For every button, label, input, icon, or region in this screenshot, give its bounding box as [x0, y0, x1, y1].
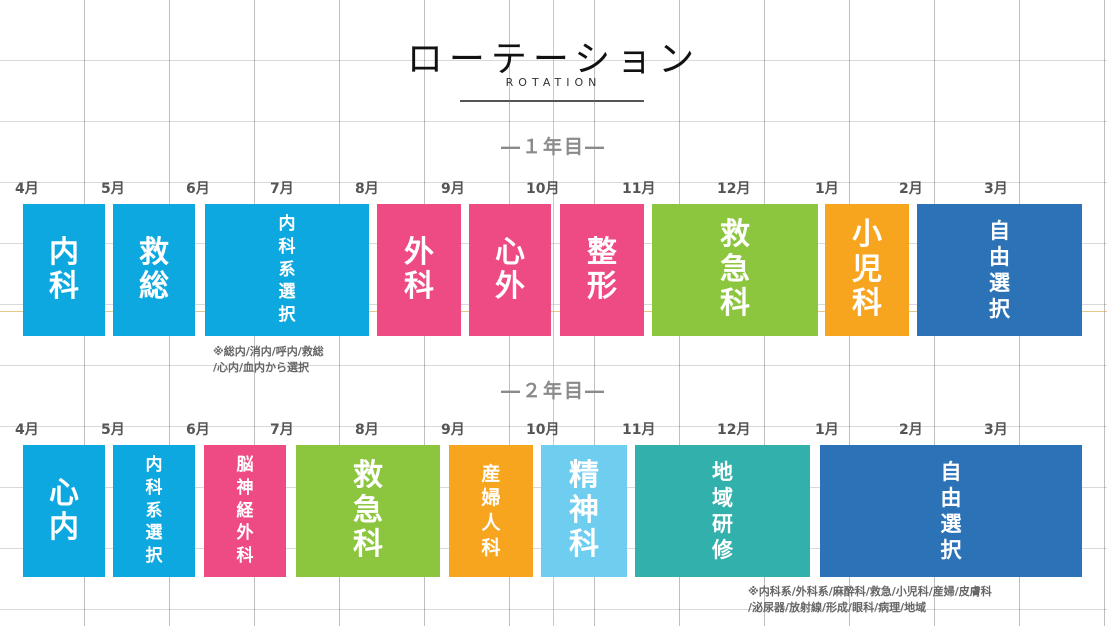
block-label: 小児科 [852, 217, 882, 322]
block-label: 内科系選択 [278, 213, 296, 326]
year2-label: ―２年目― [500, 380, 606, 402]
y2-month-label: 11月 [622, 422, 656, 438]
y2-month-label: 1月 [815, 422, 839, 438]
block-label: 心外 [495, 234, 525, 304]
block-label: 内科系選択 [145, 454, 163, 567]
y1-month-label: 9月 [441, 181, 465, 197]
block-label: 内科 [49, 234, 79, 304]
y2-block-noshinkei-geka: 脳神経外科 [204, 445, 286, 577]
block-label: 整形 [587, 234, 617, 304]
y1-month-label: 2月 [899, 181, 923, 197]
y1-block-kyuso: 救総 [113, 204, 195, 336]
y1-block-shonika: 小児科 [825, 204, 909, 336]
y2-footnote: ※内科系/外科系/麻酔科/救急/小児科/産婦/皮膚科 /泌尿器/放射線/形成/眼… [748, 584, 992, 616]
y2-month-label: 10月 [526, 422, 560, 438]
block-label: 地域研修 [712, 459, 733, 563]
y1-block-shingai: 心外 [469, 204, 551, 336]
y1-month-label: 11月 [622, 181, 656, 197]
y1-month-label: 4月 [15, 181, 39, 197]
y2-block-naikakei-sentaku: 内科系選択 [113, 445, 195, 577]
y1-footnote-line1: ※総内/消内/呼内/救総 [213, 345, 324, 358]
block-label: 脳神経外科 [236, 454, 254, 567]
y1-month-label: 12月 [717, 181, 751, 197]
y2-month-label: 3月 [984, 422, 1008, 438]
y1-month-label: 8月 [355, 181, 379, 197]
y2-month-label: 6月 [186, 422, 210, 438]
y1-month-label: 7月 [270, 181, 294, 197]
block-label: 産婦人科 [481, 462, 501, 559]
block-label: 精神科 [569, 458, 599, 563]
y1-block-jiyu-sentaku: 自由選択 [917, 204, 1082, 336]
y2-block-chiiki-kenshu: 地域研修 [635, 445, 810, 577]
vertical-guide-line [553, 0, 554, 626]
y2-month-label: 9月 [441, 422, 465, 438]
y1-footnote: ※総内/消内/呼内/救総 /心内/血内から選択 [213, 344, 324, 376]
block-label: 救総 [139, 234, 169, 304]
y2-month-label: 2月 [899, 422, 923, 438]
y1-block-geka: 外科 [377, 204, 461, 336]
y2-block-seishinka: 精神科 [541, 445, 627, 577]
y2-block-kyukyuka: 救急科 [296, 445, 440, 577]
page-title: ローテーション [406, 39, 701, 80]
y2-month-label: 5月 [101, 422, 125, 438]
y1-block-kyukyuka: 救急科 [652, 204, 818, 336]
horizontal-guide-line [0, 311, 1107, 312]
year1-label: ―１年目― [500, 136, 606, 158]
y2-month-label: 8月 [355, 422, 379, 438]
block-label: 自由選択 [940, 459, 962, 563]
y1-month-label: 6月 [186, 181, 210, 197]
y1-month-label: 1月 [815, 181, 839, 197]
y1-block-naika: 内科 [23, 204, 105, 336]
y2-block-sanfujinka: 産婦人科 [449, 445, 533, 577]
y2-block-shinnai: 心内 [23, 445, 105, 577]
y2-month-label: 7月 [270, 422, 294, 438]
y2-block-jiyu-sentaku: 自由選択 [820, 445, 1082, 577]
block-label: 救急科 [353, 458, 383, 563]
block-label: 自由選択 [989, 218, 1010, 322]
y1-month-label: 10月 [526, 181, 560, 197]
y2-footnote-line1: ※内科系/外科系/麻酔科/救急/小児科/産婦/皮膚科 [748, 585, 992, 598]
y1-block-naikakei-sentaku: 内科系選択 [205, 204, 369, 336]
y2-month-label: 12月 [717, 422, 751, 438]
block-label: 心内 [49, 475, 79, 545]
block-label: 外科 [404, 234, 434, 304]
y1-footnote-line2: /心内/血内から選択 [213, 360, 310, 374]
y1-month-label: 5月 [101, 181, 125, 197]
title-underline [460, 100, 644, 102]
y1-month-label: 3月 [984, 181, 1008, 197]
block-label: 救急科 [720, 217, 750, 322]
y2-footnote-line2: /泌尿器/放射線/形成/眼科/病理/地域 [748, 600, 927, 614]
y1-block-seikei: 整形 [560, 204, 644, 336]
y2-month-label: 4月 [15, 422, 39, 438]
page-subtitle: ROTATION [505, 76, 602, 89]
